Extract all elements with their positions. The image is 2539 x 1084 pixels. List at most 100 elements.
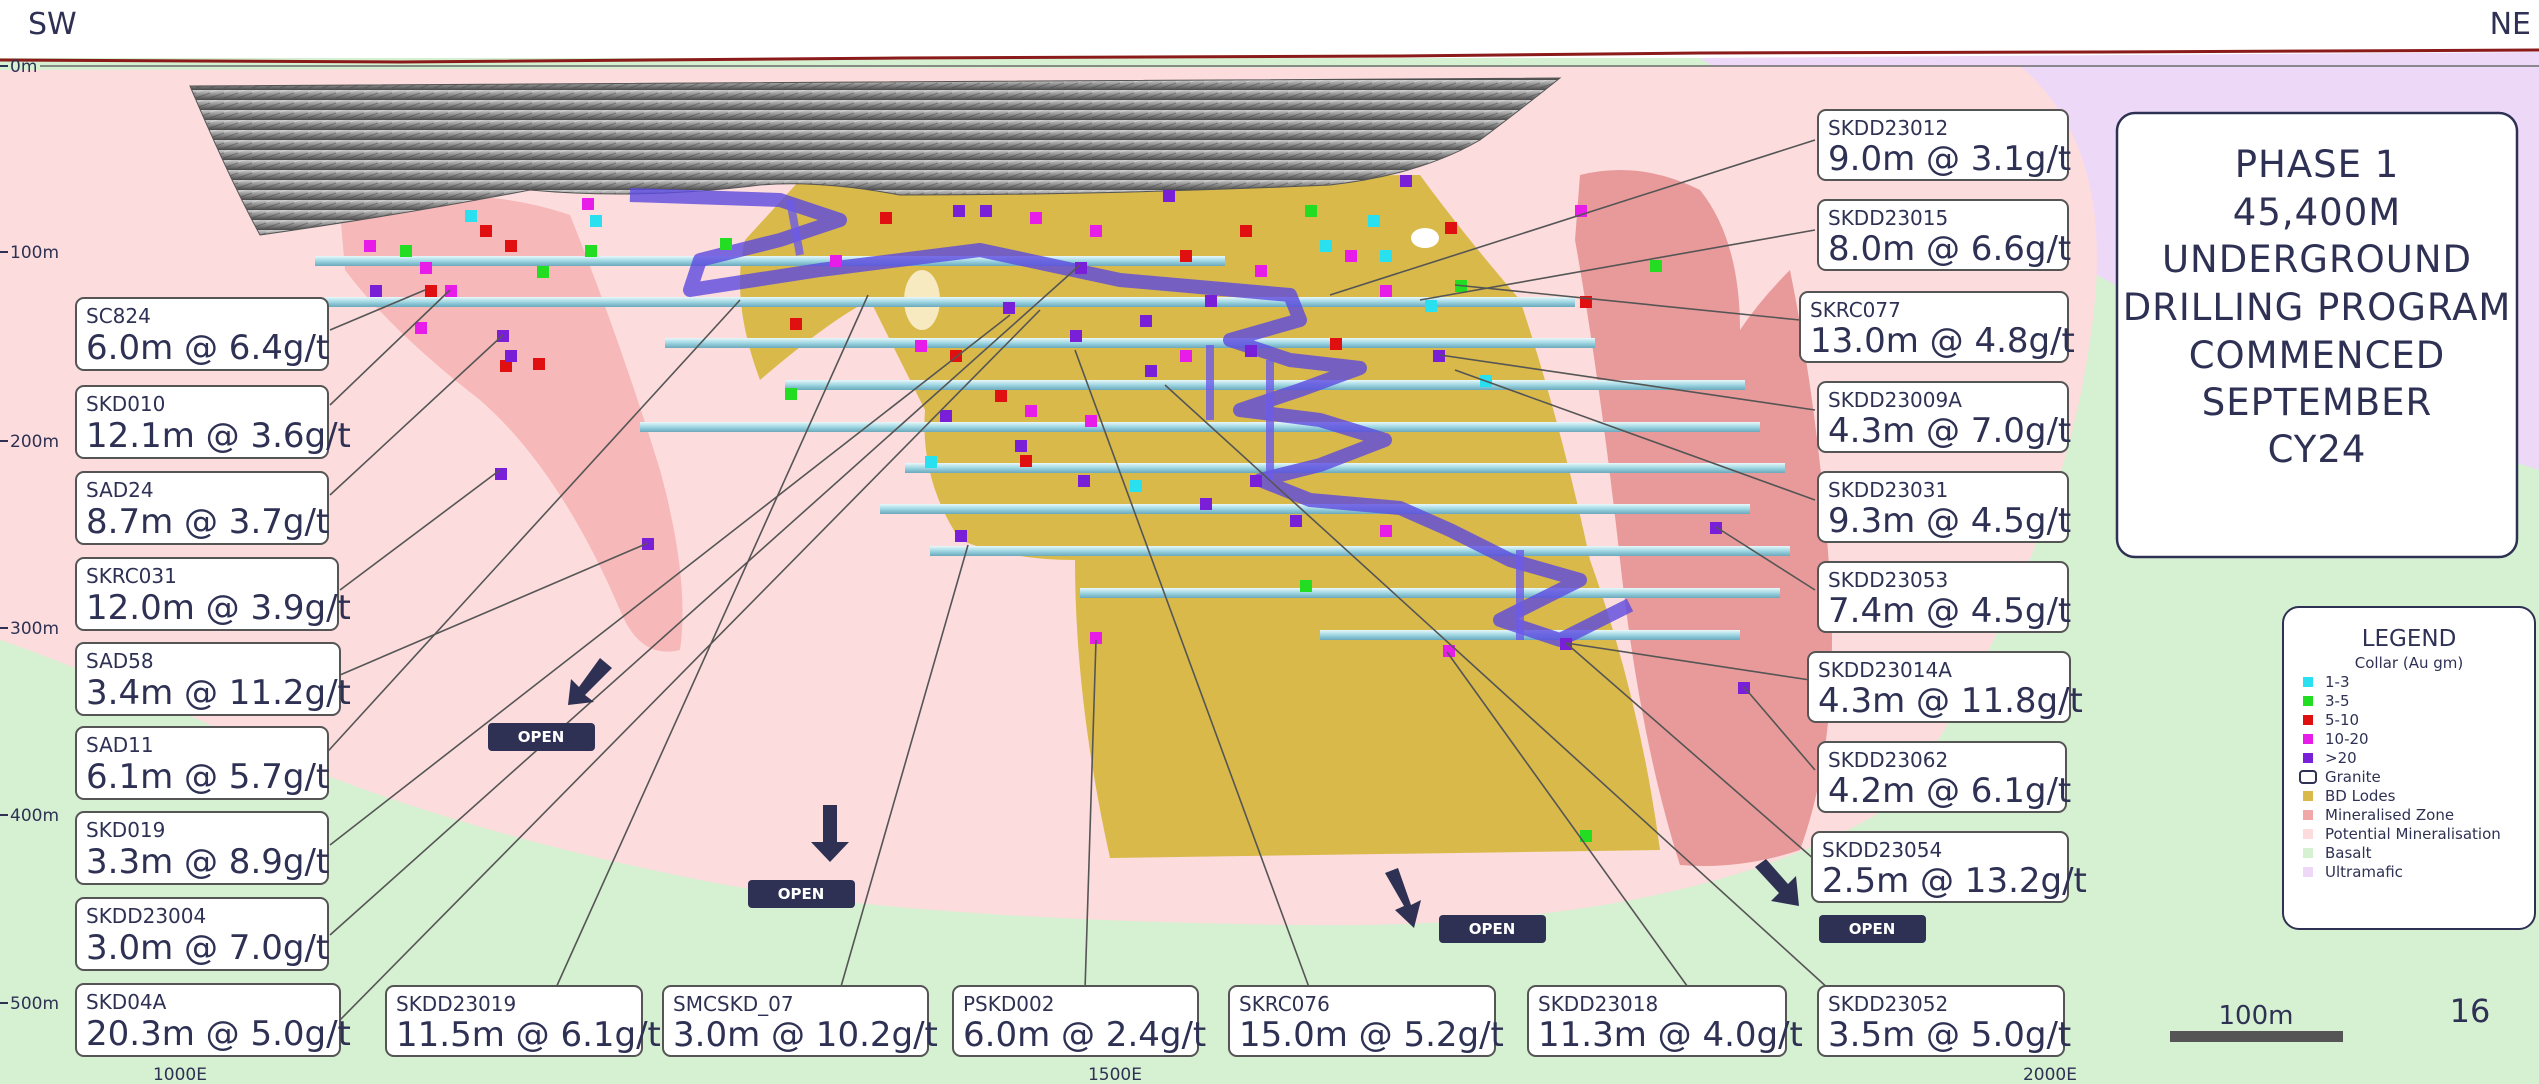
hole-id: SKD04A <box>86 990 167 1014</box>
collar-marker-5-10 <box>1240 225 1252 237</box>
open-indicators: OPEN OPEN OPEN OPEN <box>488 658 1926 943</box>
intercept-label: SKRC077 13.0m @ 4.8g/t <box>1799 291 2075 363</box>
hole-id: SKRC031 <box>86 564 177 588</box>
collar-marker-gt20 <box>980 205 992 217</box>
hole-id: SKDD23054 <box>1822 838 1942 862</box>
collar-marker-5-10 <box>425 285 437 297</box>
intercept-value: 2.5m @ 13.2g/t <box>1822 861 2087 901</box>
hole-id: SKD010 <box>86 392 165 416</box>
decline-ramp-branch <box>786 199 1524 640</box>
underground-drill-holes <box>315 256 1790 640</box>
collar-marker-10-20 <box>420 262 432 274</box>
intercept-label: SKDD23015 8.0m @ 6.6g/t <box>1817 199 2071 271</box>
phase-line: SEPTEMBER <box>2202 381 2433 424</box>
intercept-value: 6.0m @ 2.4g/t <box>963 1015 1206 1055</box>
collar-marker-10-20 <box>830 255 842 267</box>
collar-marker-gt20 <box>955 530 967 542</box>
legend-swatch <box>2303 848 2313 858</box>
hole-id: SKRC077 <box>1810 298 1901 322</box>
collar-marker-10-20 <box>1090 632 1102 644</box>
collar-marker-10-20 <box>1090 225 1102 237</box>
intercept-label: SAD24 8.7m @ 3.7g/t <box>75 471 329 545</box>
drill-hole <box>785 380 1745 390</box>
intercept-value: 12.1m @ 3.6g/t <box>86 416 351 456</box>
legend-swatch <box>2303 829 2313 839</box>
intercept-value: 4.3m @ 7.0g/t <box>1828 411 2071 451</box>
collar-marker-10-20 <box>1380 285 1392 297</box>
leader-line <box>1454 284 1801 321</box>
intercept-label: SKD019 3.3m @ 8.9g/t <box>75 811 329 885</box>
legend-item: 10-20 <box>2325 730 2369 748</box>
legend-item: >20 <box>2325 749 2357 767</box>
leader-line <box>1329 139 1816 296</box>
hole-id: SKDD23015 <box>1828 206 1948 230</box>
open-badge <box>1819 915 1926 943</box>
intercept-value: 8.0m @ 6.6g/t <box>1828 229 2071 269</box>
drill-hole <box>905 463 1785 473</box>
hole-id: SKDD23012 <box>1828 116 1948 140</box>
collar-marker-gt20 <box>495 468 507 480</box>
leader-line <box>329 289 451 406</box>
legend-swatch <box>2303 677 2313 687</box>
leader-line <box>1743 686 1816 771</box>
legend-item: Mineralised Zone <box>2325 806 2454 824</box>
intercept-value: 3.0m @ 7.0g/t <box>86 928 329 968</box>
intercept-label: SKRC076 15.0m @ 5.2g/t <box>1228 985 1504 1057</box>
intercept-value: 3.3m @ 8.9g/t <box>86 842 329 882</box>
collar-marker-5-10 <box>995 390 1007 402</box>
intercept-label: SAD58 3.4m @ 11.2g/t <box>75 642 351 716</box>
collar-marker-10-20 <box>1180 350 1192 362</box>
leader-line <box>1164 384 1831 991</box>
collar-marker-10-20 <box>1085 415 1097 427</box>
drill-hole <box>880 504 1750 514</box>
easting-label: 2000E <box>2023 1065 2077 1084</box>
leader-line <box>839 544 969 991</box>
collar-marker-5-10 <box>533 358 545 370</box>
legend-subtitle: Collar (Au gm) <box>2355 654 2464 672</box>
collar-marker-1-3 <box>1380 250 1392 262</box>
intercept-label: SKD04A 20.3m @ 5.0g/t <box>75 983 351 1057</box>
depth-label: 500m <box>10 994 59 1014</box>
easting-label: 1500E <box>1088 1065 1142 1084</box>
hole-id: SKDD23009A <box>1828 388 1962 412</box>
intercept-label: SKDD23053 7.4m @ 4.5g/t <box>1817 561 2071 633</box>
intercept-label: SKDD23062 4.2m @ 6.1g/t <box>1817 741 2071 813</box>
drill-hole <box>1080 588 1780 598</box>
depth-label: 100m <box>10 243 59 263</box>
intercept-label: SKDD23009A 4.3m @ 7.0g/t <box>1817 381 2071 453</box>
collar-marker-1-3 <box>590 215 602 227</box>
intercept-value: 3.5m @ 5.0g/t <box>1828 1015 2071 1055</box>
collar-marker-gt20 <box>1003 302 1015 314</box>
granite-inclusion <box>1411 228 1439 248</box>
easting-label: 1000E <box>153 1065 207 1084</box>
phase-line: PHASE 1 <box>2235 143 2400 186</box>
legend-swatch <box>2303 791 2313 801</box>
collar-marker-10-20 <box>415 322 427 334</box>
intercept-labels-bottom: SKD04A 20.3m @ 5.0g/t SKDD23019 11.5m @ … <box>75 983 2071 1057</box>
open-label: OPEN <box>518 728 565 746</box>
intercept-value: 11.5m @ 6.1g/t <box>396 1015 661 1055</box>
callout-leader-lines <box>319 139 1831 1021</box>
collar-marker-gt20 <box>1433 350 1445 362</box>
intercept-value: 3.4m @ 11.2g/t <box>86 673 351 713</box>
collar-marker-gt20 <box>940 410 952 422</box>
collar-marker-3-5 <box>785 388 797 400</box>
leader-line <box>1439 354 1816 411</box>
hole-id: SAD58 <box>86 649 154 673</box>
collar-marker-gt20 <box>642 538 654 550</box>
intercept-label: SKDD23014A 4.3m @ 11.8g/t <box>1807 651 2083 723</box>
hole-id: SKDD23019 <box>396 992 516 1016</box>
collar-marker-gt20 <box>1250 475 1262 487</box>
leader-line <box>1715 526 1816 591</box>
intercept-value: 7.4m @ 4.5g/t <box>1828 591 2071 631</box>
open-badge <box>748 880 855 908</box>
hole-id: SMCSKD_07 <box>673 992 794 1016</box>
hole-id: PSKD002 <box>963 992 1054 1016</box>
collar-marker-10-20 <box>1030 212 1042 224</box>
intercept-label: SKD010 12.1m @ 3.6g/t <box>75 385 351 459</box>
intercept-value: 9.3m @ 4.5g/t <box>1828 501 2071 541</box>
intercept-label: SKDD23052 3.5m @ 5.0g/t <box>1817 985 2071 1057</box>
depth-label: 300m <box>10 619 59 639</box>
intercept-value: 13.0m @ 4.8g/t <box>1810 321 2075 361</box>
collar-marker-5-10 <box>500 360 512 372</box>
